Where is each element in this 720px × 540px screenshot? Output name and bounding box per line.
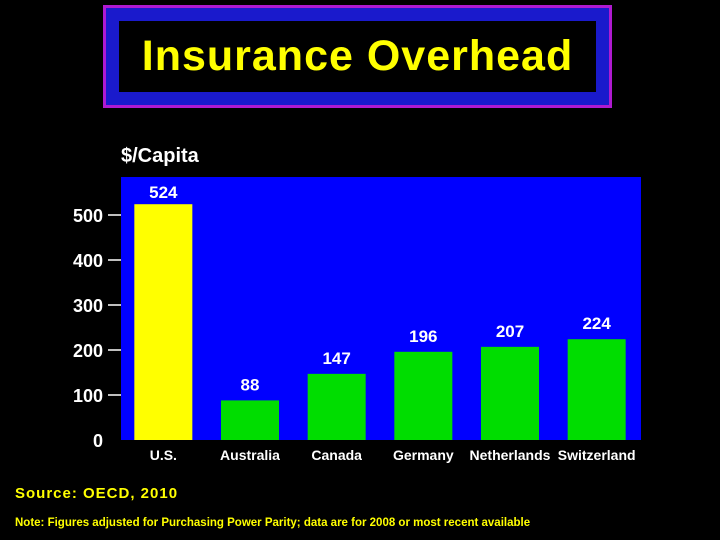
x-tick-label: Germany (393, 447, 454, 463)
data-label: 207 (496, 322, 524, 341)
source-note: Source: OECD, 2010 (15, 485, 179, 502)
data-label: 147 (322, 349, 350, 368)
bar (481, 346, 539, 440)
bar (567, 339, 626, 440)
bar (221, 400, 279, 440)
title-panel: Insurance Overhead (119, 21, 596, 92)
x-tick-label: Australia (220, 447, 280, 463)
bar (394, 351, 453, 440)
x-tick-label: Switzerland (558, 447, 636, 463)
x-tick-label: Netherlands (470, 447, 551, 463)
y-tick-label: 100 (73, 386, 103, 406)
data-label: 196 (409, 327, 437, 346)
y-tick-label: 400 (73, 251, 103, 271)
data-label: 88 (241, 375, 260, 394)
footnote: Note: Figures adjusted for Purchasing Po… (15, 517, 531, 529)
bar (134, 204, 193, 440)
chart-title: Insurance Overhead (141, 32, 574, 80)
plot-area (121, 177, 641, 440)
y-tick-label: 0 (93, 431, 103, 451)
x-tick-label: Canada (311, 447, 362, 463)
bar (307, 373, 366, 440)
title-frame: Insurance Overhead (103, 5, 612, 108)
y-axis-label: $/Capita (121, 145, 199, 167)
data-label: 224 (582, 314, 611, 333)
y-tick-label: 300 (73, 296, 103, 316)
data-label: 524 (149, 183, 178, 202)
x-tick-label: U.S. (150, 447, 177, 463)
y-tick-label: 500 (73, 206, 103, 226)
y-tick-label: 200 (73, 341, 103, 361)
